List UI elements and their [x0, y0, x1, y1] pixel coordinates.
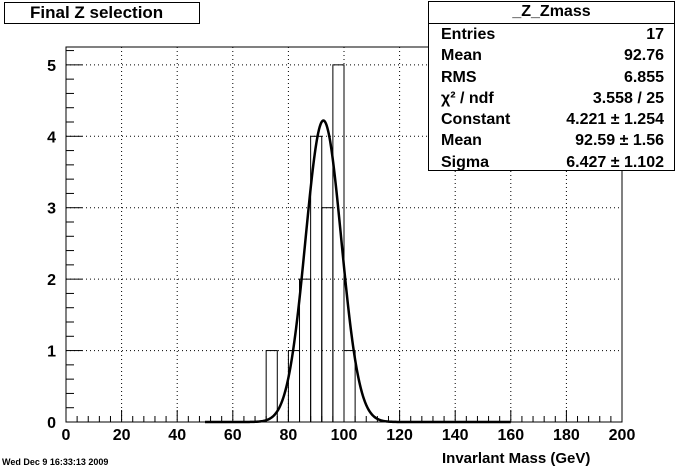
histogram-bar [299, 278, 312, 423]
x-tick-label: 120 [386, 427, 413, 444]
stats-row: Mean 92.76 [429, 45, 674, 66]
axes-layer: 0 20 40 60 80 100 120 140 160 180 200 0 1 2 3 4 5 [47, 46, 636, 444]
stats-label: Mean [441, 47, 482, 65]
y-tick-label: 5 [47, 58, 56, 75]
x-tick-label: 200 [609, 427, 636, 444]
x-tick-label: 60 [224, 427, 242, 444]
stats-box: _Z_Zmass Entries 17 Mean 92.76 RMS 6.855… [428, 1, 675, 171]
x-tick-label: 180 [553, 427, 580, 444]
stats-row: Mean 92.59 ± 1.56 [429, 130, 674, 151]
y-tick-label: 0 [47, 415, 56, 432]
chart-title-text: Final Z selection [30, 3, 164, 22]
x-tick-label: 160 [497, 427, 524, 444]
x-tick-label: 100 [331, 427, 358, 444]
stats-label: Sigma [441, 153, 490, 171]
histogram-bar [321, 207, 334, 423]
stats-value: 17 [646, 26, 664, 43]
stats-value: 92.76 [623, 47, 664, 65]
x-tick-label: 0 [62, 427, 71, 444]
y-tick-label: 3 [47, 201, 56, 218]
stats-row: Constant 4.221 ± 1.254 [429, 109, 674, 130]
stats-title: _Z_Zmass [429, 2, 674, 24]
stats-value: 3.558 / 25 [592, 89, 664, 107]
x-tick-label: 40 [168, 427, 186, 444]
stats-row: χ² / ndf 3.558 / 25 [429, 88, 674, 109]
stats-value: 4.221 ± 1.254 [566, 111, 664, 129]
stats-row: Entries 17 [429, 24, 674, 45]
histogram-bar [287, 350, 301, 423]
x-tick-label: 80 [280, 427, 298, 444]
footer-date: Wed Dec 9 16:33:13 2009 [2, 457, 109, 467]
stats-label: Entries [441, 26, 496, 43]
stats-value: 6.855 [623, 68, 664, 86]
stats-row: RMS 6.855 [429, 67, 674, 88]
x-axis-title: Invarlant Mass (GeV) [442, 450, 591, 467]
y-tick-label: 1 [47, 344, 56, 361]
y-tick-label: 2 [47, 272, 56, 289]
stats-label: Mean [441, 132, 482, 150]
stats-label: Constant [441, 111, 511, 129]
histogram-bar [343, 350, 356, 423]
stats-label: RMS [441, 68, 477, 86]
x-tick-label: 20 [113, 427, 131, 444]
histogram-bar [265, 350, 278, 423]
stats-value: 6.427 ± 1.102 [566, 153, 664, 171]
stats-label: χ² / ndf [441, 89, 494, 107]
stats-row: Sigma 6.427 ± 1.102 [429, 152, 674, 173]
y-tick-label: 4 [47, 129, 56, 146]
x-tick-label: 140 [442, 427, 469, 444]
chart-title: Final Z selection [4, 2, 200, 24]
stats-value: 92.59 ± 1.56 [575, 132, 664, 150]
